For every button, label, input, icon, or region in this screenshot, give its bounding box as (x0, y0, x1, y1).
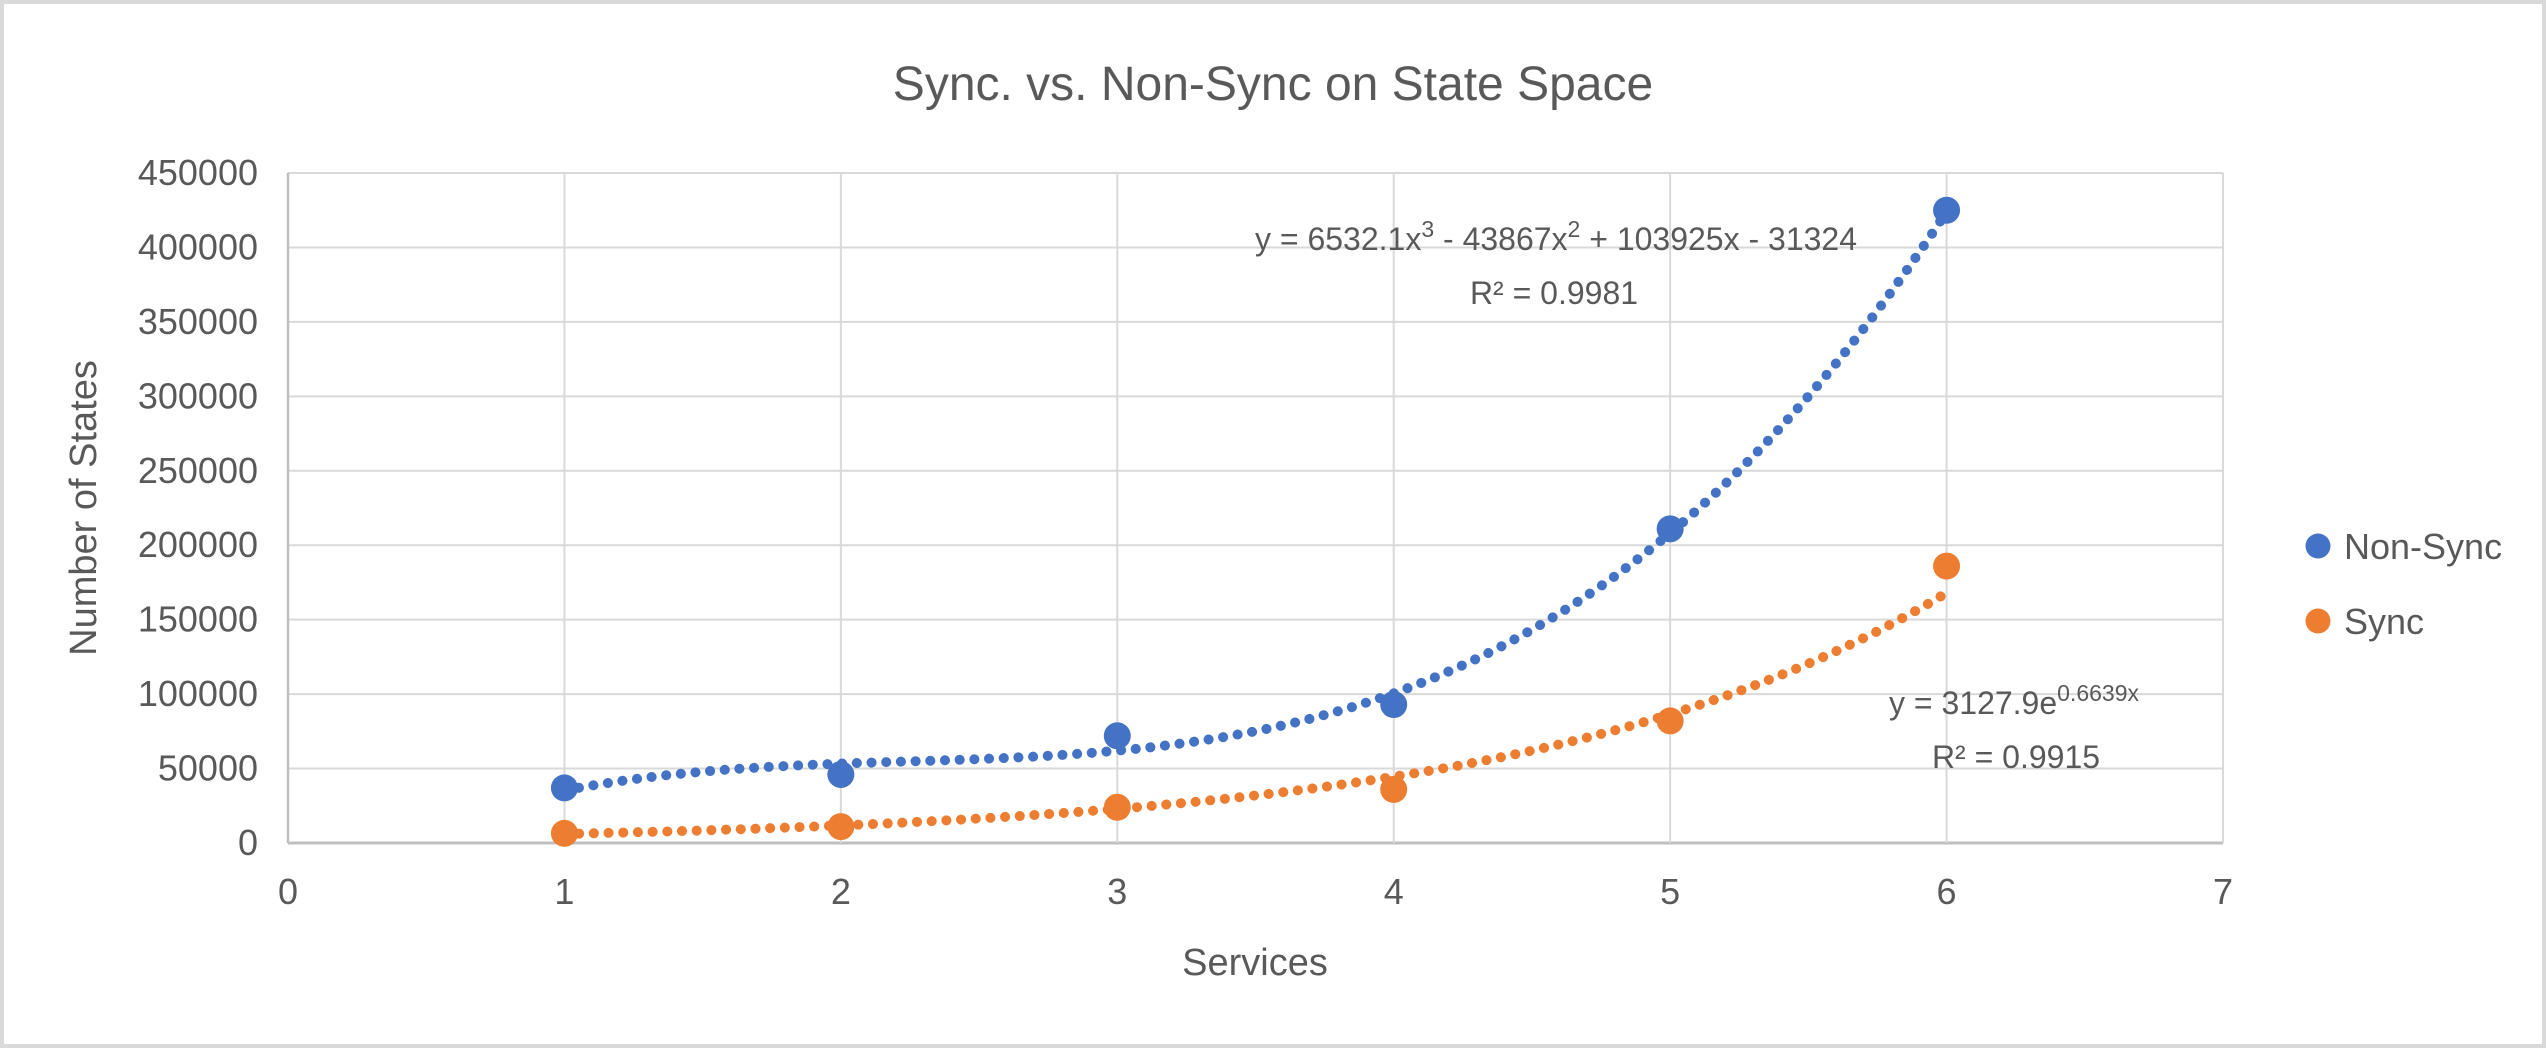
y-axis-title: Number of States (63, 360, 105, 656)
legend-marker-nonsync (2305, 533, 2331, 559)
non-sync-data-point (1380, 691, 1408, 719)
y-tick-label: 0 (238, 822, 258, 863)
x-tick-label: 5 (1660, 871, 1680, 912)
non-sync-data-point (1933, 196, 1961, 224)
sync-data-point (1656, 707, 1684, 735)
equation-superscript: 2 (1568, 216, 1581, 242)
equation-text: y = 3127.9e (1889, 685, 2057, 721)
legend-label-sync: Sync (2344, 601, 2424, 642)
non-sync-data-point (1103, 722, 1131, 750)
legend-item-sync: Sync (2305, 601, 2424, 642)
sync-trendline (559, 587, 1952, 839)
sync-trendline-equation: y = 3127.9e0.6639x (1889, 680, 2139, 721)
chart-title: Sync. vs. Non-Sync on State Space (893, 58, 1653, 111)
y-tick-label: 300000 (138, 375, 258, 416)
non-sync-data-point (827, 761, 855, 789)
non-sync-data-point (550, 774, 578, 802)
nonsync-trendline-equation: y = 6532.1x3 - 43867x2 + 103925x - 31324 (1255, 216, 1857, 257)
data-points-layer (550, 196, 1961, 847)
x-tick-label: 0 (278, 871, 298, 912)
equation-text: y = 6532.1x (1255, 221, 1421, 257)
legend-item-nonsync: Non-Sync (2305, 526, 2502, 567)
legend-label-nonsync: Non-Sync (2344, 526, 2502, 567)
equation-text: + 103925x - 31324 (1580, 221, 1857, 257)
x-tick-label: 2 (831, 871, 851, 912)
y-tick-label: 450000 (138, 152, 258, 193)
y-tick-label: 250000 (138, 450, 258, 491)
equation-text: - 43867x (1434, 221, 1567, 257)
x-tick-label: 3 (1107, 871, 1127, 912)
x-tick-label: 1 (554, 871, 574, 912)
y-tick-label: 50000 (158, 748, 258, 789)
y-tick-label: 200000 (138, 524, 258, 565)
x-tick-label: 4 (1384, 871, 1404, 912)
equation-superscript: 0.6639x (2057, 680, 2139, 706)
tick-labels-layer: 0500001000001500002000002500003000003500… (138, 152, 2233, 912)
sync-data-point (1103, 793, 1131, 821)
legend-marker-sync (2305, 608, 2331, 634)
y-tick-label: 350000 (138, 301, 258, 342)
y-tick-label: 150000 (138, 599, 258, 640)
non-sync-data-point (1656, 515, 1684, 543)
nonsync-r-squared: R² = 0.9981 (1470, 275, 1638, 311)
y-tick-label: 400000 (138, 226, 258, 267)
x-tick-label: 7 (2213, 871, 2233, 912)
y-tick-label: 100000 (138, 673, 258, 714)
sync-data-point (1380, 775, 1408, 803)
sync-data-point (1933, 552, 1961, 580)
sync-data-point (827, 813, 855, 841)
legend: Non-Sync Sync (2305, 526, 2502, 642)
equation-superscript: 3 (1421, 216, 1434, 242)
x-axis-title: Services (1182, 942, 1328, 984)
non-sync-trendline (559, 206, 1952, 796)
trendlines-layer (559, 206, 1952, 839)
sync-r-squared: R² = 0.9915 (1932, 739, 2100, 775)
x-tick-label: 6 (1937, 871, 1957, 912)
sync-data-point (550, 819, 578, 847)
